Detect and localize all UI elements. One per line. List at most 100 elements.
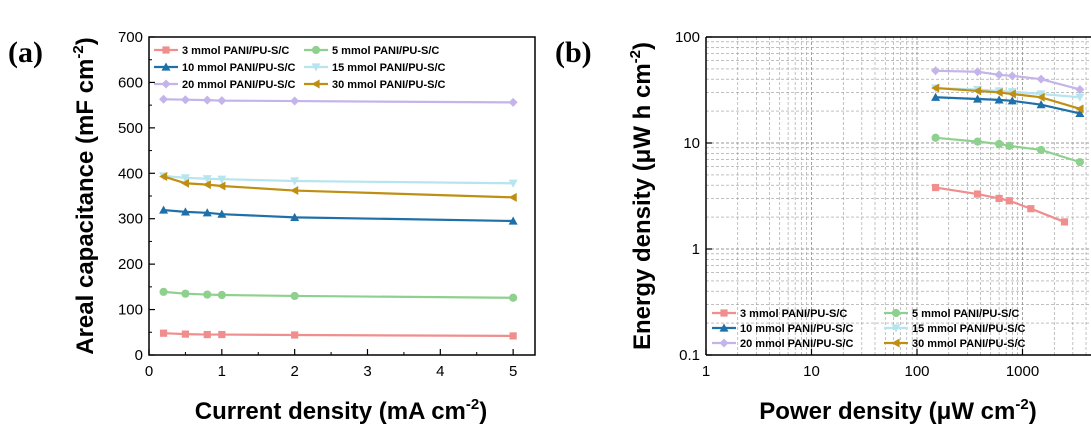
- data-point: [973, 190, 982, 198]
- data-point: [994, 70, 1004, 80]
- series-line: [935, 86, 1080, 99]
- data-point: [931, 83, 940, 93]
- data-point: [217, 209, 227, 218]
- data-point: [1007, 96, 1017, 105]
- x-tick-label: 1: [702, 363, 710, 380]
- data-point: [180, 207, 190, 216]
- data-point: [159, 171, 168, 181]
- data-point: [291, 331, 299, 339]
- series-line: [935, 86, 1081, 110]
- data-point: [180, 174, 190, 183]
- data-point: [1036, 92, 1045, 102]
- series-20mmol: [931, 66, 1085, 94]
- data-point: [1075, 158, 1084, 167]
- y-tick-label: 500: [118, 120, 143, 137]
- data-point: [509, 293, 518, 302]
- legend-item-10mmol: 10 mmol PANI/PU-S/C: [712, 323, 854, 335]
- series-line: [935, 136, 1081, 164]
- legend-label: 5 mmol PANI/PU-S/C: [912, 308, 1019, 320]
- legend-label: 10 mmol PANI/PU-S/C: [182, 62, 296, 74]
- data-point: [931, 92, 941, 101]
- data-point: [1075, 84, 1085, 94]
- x-tick-label: 0: [145, 363, 153, 380]
- data-point: [508, 192, 517, 202]
- series-5mmol: [931, 133, 1084, 167]
- legend-label: 30 mmol PANI/PU-S/C: [912, 338, 1026, 350]
- legend-item-15mmol: 15 mmol PANI/PU-S/C: [884, 323, 1026, 335]
- series-line: [163, 98, 514, 104]
- legend-label: 30 mmol PANI/PU-S/C: [332, 79, 446, 91]
- series-20mmol: [159, 94, 518, 107]
- data-point: [159, 205, 169, 214]
- series-line: [935, 69, 1081, 91]
- data-point: [973, 86, 982, 96]
- data-point: [290, 212, 300, 221]
- data-point: [290, 186, 299, 196]
- data-point: [508, 216, 518, 225]
- series-line: [935, 96, 1081, 115]
- legend-marker: [891, 324, 901, 333]
- panel-b-label: (b): [555, 36, 592, 69]
- data-point: [1007, 89, 1016, 99]
- panel-a-label: (a): [8, 36, 43, 69]
- data-point: [994, 95, 1004, 104]
- data-point: [202, 95, 212, 105]
- y-tick-label: 300: [118, 211, 143, 228]
- y-tick-label: 700: [118, 29, 143, 46]
- series-3mmol: [931, 183, 1069, 226]
- data-point: [931, 133, 940, 142]
- x-tick-label: 3: [363, 363, 371, 380]
- legend-label: 5 mmol PANI/PU-S/C: [332, 45, 439, 57]
- data-point: [994, 87, 1003, 97]
- panel-a-x-axis-title: Current density (mA cm-2): [195, 396, 488, 425]
- series-30mmol: [159, 171, 517, 202]
- legend-label: 15 mmol PANI/PU-S/C: [912, 323, 1026, 335]
- series-5mmol: [159, 287, 518, 302]
- y-tick-label: 100: [118, 302, 143, 319]
- data-point: [290, 291, 299, 301]
- panel-a-ticks: 0 1 2 3 4 5 0 100 200 300 400 500 600 700: [118, 29, 517, 380]
- data-point: [1060, 218, 1069, 226]
- data-point: [203, 290, 212, 299]
- data-point: [1005, 197, 1013, 205]
- data-point: [181, 330, 190, 338]
- y-tick-label: 10: [683, 135, 700, 152]
- data-point: [1036, 145, 1046, 155]
- data-point: [159, 94, 169, 104]
- series-3mmol: [159, 329, 517, 340]
- data-point: [217, 181, 226, 191]
- data-point: [290, 177, 300, 186]
- panel-b-legend: 3 mmol PANI/PU-S/C 5 mmol PANI/PU-S/C 10 m…: [712, 308, 1026, 350]
- data-point: [973, 94, 983, 103]
- y-tick-label: 600: [118, 74, 143, 91]
- data-point: [159, 329, 168, 337]
- data-point: [1036, 100, 1046, 109]
- series-10mmol: [159, 205, 518, 225]
- legend-marker: [311, 45, 321, 55]
- y-tick-label: 0: [135, 347, 143, 364]
- panel-a: (a) 0 1 2 3 4 5 0 100 200 300 400 500 600 700 3 mmol …: [8, 29, 536, 425]
- data-point: [509, 332, 517, 340]
- x-tick-label: 1000: [1006, 363, 1039, 380]
- data-point: [508, 179, 518, 188]
- legend-marker: [719, 338, 729, 348]
- x-tick-label: 1: [218, 363, 226, 380]
- data-point: [218, 330, 226, 339]
- data-point: [1007, 71, 1017, 81]
- y-tick-label: 400: [118, 165, 143, 182]
- y-tick-label: 1: [692, 241, 700, 258]
- data-point: [180, 95, 190, 105]
- series-line: [163, 208, 514, 223]
- legend-item-30mmol: 30 mmol PANI/PU-S/C: [304, 79, 446, 91]
- legend-marker: [719, 323, 729, 332]
- data-point: [1036, 90, 1046, 99]
- x-tick-label: 2: [290, 363, 298, 380]
- data-point: [217, 290, 226, 300]
- data-point: [202, 175, 212, 184]
- legend-marker: [891, 338, 900, 348]
- series-10mmol: [931, 92, 1085, 118]
- legend-label: 20 mmol PANI/PU-S/C: [740, 338, 854, 350]
- legend-item-5mmol: 5 mmol PANI/PU-S/C: [304, 45, 439, 57]
- y-tick-label: 0.1: [679, 347, 700, 364]
- data-point: [994, 139, 1004, 149]
